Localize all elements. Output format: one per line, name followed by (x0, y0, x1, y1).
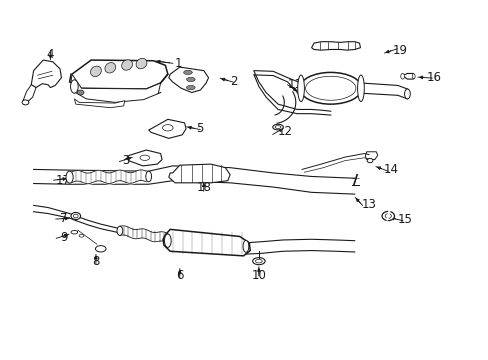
Polygon shape (163, 229, 250, 256)
Polygon shape (311, 42, 360, 50)
Text: 8: 8 (92, 255, 100, 267)
Ellipse shape (90, 66, 101, 77)
Text: 3: 3 (122, 154, 129, 167)
Ellipse shape (66, 171, 73, 183)
Ellipse shape (411, 74, 414, 79)
Ellipse shape (77, 90, 84, 95)
Polygon shape (402, 73, 414, 79)
Ellipse shape (272, 124, 283, 130)
Ellipse shape (71, 230, 78, 234)
Polygon shape (168, 164, 230, 183)
Ellipse shape (357, 75, 364, 102)
Ellipse shape (400, 73, 404, 79)
Polygon shape (31, 60, 61, 87)
Polygon shape (168, 67, 208, 93)
Ellipse shape (73, 214, 78, 218)
Ellipse shape (186, 85, 195, 90)
Ellipse shape (140, 155, 149, 161)
Ellipse shape (183, 70, 192, 75)
Ellipse shape (366, 158, 372, 163)
Text: 6: 6 (176, 270, 183, 283)
Text: 2: 2 (230, 75, 237, 88)
Polygon shape (71, 74, 160, 102)
Ellipse shape (275, 126, 280, 129)
Ellipse shape (117, 226, 122, 235)
Ellipse shape (186, 77, 195, 82)
Text: 19: 19 (392, 44, 407, 57)
Ellipse shape (79, 234, 84, 237)
Ellipse shape (70, 80, 78, 93)
Text: 4: 4 (46, 48, 54, 61)
Ellipse shape (162, 125, 173, 131)
Text: 1: 1 (175, 57, 182, 70)
Ellipse shape (404, 89, 409, 99)
Text: 16: 16 (426, 71, 441, 84)
Polygon shape (69, 60, 167, 89)
Ellipse shape (22, 100, 29, 105)
Ellipse shape (381, 211, 394, 221)
Ellipse shape (122, 60, 132, 70)
Text: 11: 11 (287, 78, 302, 91)
Ellipse shape (136, 58, 146, 69)
Text: 15: 15 (397, 213, 412, 226)
Ellipse shape (164, 234, 171, 247)
Ellipse shape (385, 214, 390, 218)
Ellipse shape (305, 76, 355, 100)
Text: 5: 5 (196, 122, 203, 135)
Ellipse shape (105, 63, 116, 73)
Ellipse shape (243, 240, 248, 252)
Polygon shape (23, 85, 36, 104)
Ellipse shape (252, 258, 264, 265)
Text: 12: 12 (278, 125, 292, 138)
Text: 13: 13 (361, 198, 376, 211)
Ellipse shape (297, 75, 304, 102)
Text: 10: 10 (251, 270, 266, 283)
Ellipse shape (95, 246, 106, 252)
Text: 17: 17 (55, 174, 70, 186)
Polygon shape (74, 99, 124, 108)
Ellipse shape (71, 212, 81, 220)
Polygon shape (365, 152, 377, 159)
Text: 7: 7 (60, 212, 67, 225)
Text: 18: 18 (196, 181, 211, 194)
Ellipse shape (299, 72, 361, 104)
Ellipse shape (145, 171, 151, 182)
Ellipse shape (255, 259, 262, 263)
Text: 9: 9 (60, 231, 67, 244)
Text: 14: 14 (383, 163, 398, 176)
Polygon shape (148, 119, 185, 138)
Polygon shape (127, 150, 162, 166)
